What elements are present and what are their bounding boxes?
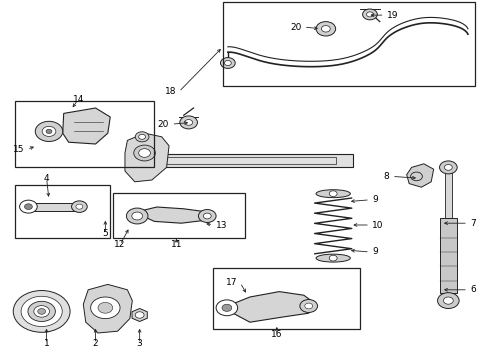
Circle shape [321, 26, 330, 32]
Circle shape [139, 134, 146, 139]
Text: 10: 10 [372, 220, 384, 230]
Circle shape [316, 22, 336, 36]
Circle shape [98, 302, 113, 313]
Text: 14: 14 [73, 94, 84, 104]
Ellipse shape [316, 254, 350, 262]
Text: 12: 12 [114, 240, 126, 249]
Text: 4: 4 [44, 174, 49, 183]
Circle shape [220, 58, 235, 68]
Circle shape [185, 120, 193, 125]
Text: 2: 2 [93, 339, 98, 348]
Circle shape [91, 297, 120, 319]
Circle shape [24, 204, 32, 210]
Bar [15, 101, 154, 167]
Circle shape [329, 255, 337, 261]
Polygon shape [125, 133, 169, 182]
Bar [223, 2, 475, 86]
Text: 13: 13 [216, 220, 227, 230]
Bar [440, 218, 457, 293]
Text: 18: 18 [165, 87, 176, 96]
Polygon shape [83, 284, 132, 333]
Text: 6: 6 [470, 285, 476, 294]
Text: 20: 20 [158, 120, 169, 129]
Circle shape [21, 296, 62, 327]
Circle shape [367, 12, 373, 17]
Circle shape [438, 293, 459, 309]
Bar [32, 203, 76, 211]
Text: 8: 8 [384, 172, 390, 181]
Circle shape [13, 291, 70, 332]
Circle shape [28, 301, 55, 321]
Bar [113, 193, 245, 238]
Bar [213, 268, 360, 329]
Circle shape [135, 132, 149, 142]
Polygon shape [135, 207, 211, 223]
Circle shape [411, 172, 422, 181]
Circle shape [300, 300, 318, 312]
Text: 16: 16 [271, 330, 283, 339]
Circle shape [363, 9, 377, 20]
Bar [15, 185, 110, 238]
Circle shape [216, 300, 238, 316]
Circle shape [34, 306, 49, 317]
Circle shape [198, 210, 216, 222]
Circle shape [72, 201, 87, 212]
Text: 5: 5 [102, 230, 108, 239]
Text: 11: 11 [171, 240, 182, 249]
Circle shape [440, 161, 457, 174]
Circle shape [132, 212, 143, 220]
Polygon shape [407, 164, 434, 187]
Circle shape [222, 304, 232, 311]
Circle shape [139, 149, 150, 157]
Text: 17: 17 [226, 278, 238, 287]
Circle shape [443, 297, 453, 304]
Text: 19: 19 [387, 10, 398, 19]
Polygon shape [132, 309, 147, 321]
Text: 7: 7 [470, 219, 476, 228]
Circle shape [42, 126, 56, 136]
Polygon shape [63, 108, 110, 144]
Circle shape [35, 121, 63, 141]
Circle shape [126, 208, 148, 224]
Circle shape [305, 303, 313, 309]
Circle shape [76, 204, 83, 209]
Polygon shape [223, 292, 314, 322]
Text: 3: 3 [137, 339, 143, 348]
Circle shape [224, 60, 231, 66]
Ellipse shape [316, 190, 350, 198]
Circle shape [38, 309, 46, 314]
Text: 1: 1 [44, 339, 49, 348]
Bar [445, 169, 452, 220]
Text: 20: 20 [290, 22, 301, 31]
Circle shape [203, 213, 211, 219]
Circle shape [135, 312, 144, 318]
Text: 9: 9 [372, 248, 378, 256]
Circle shape [444, 165, 452, 170]
Circle shape [180, 116, 197, 129]
Text: 15: 15 [13, 145, 24, 154]
Circle shape [329, 191, 337, 197]
Text: 9: 9 [372, 195, 378, 204]
Circle shape [46, 129, 52, 134]
Bar [152, 157, 336, 164]
Circle shape [134, 145, 155, 161]
Bar [135, 154, 353, 167]
Circle shape [20, 200, 37, 213]
